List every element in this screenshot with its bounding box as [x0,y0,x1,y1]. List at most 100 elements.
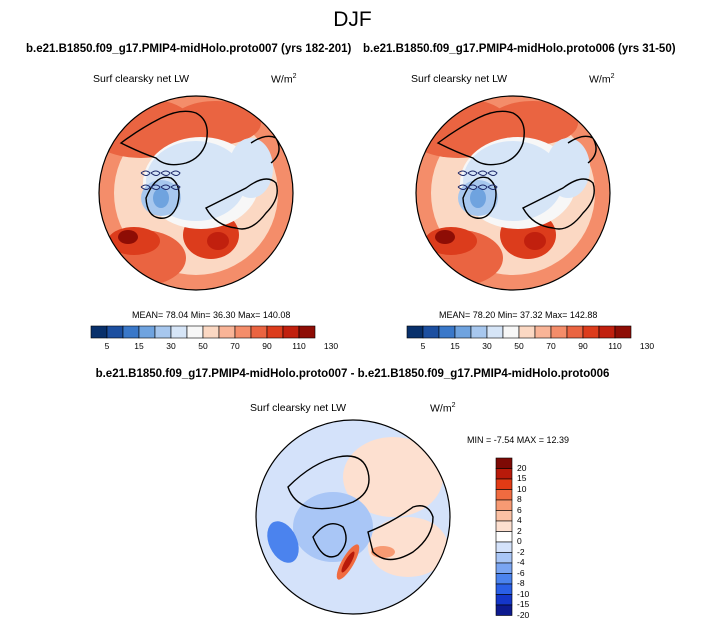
colorbar-tick-label: 90 [578,341,588,351]
colorbar-swatch [298,325,316,339]
colorbar-tick-label: 70 [230,341,240,351]
field-high-max [435,230,455,244]
colorbar-swatch [495,468,513,480]
archipelago-island [170,184,181,190]
colorbar-swatch [495,478,513,490]
panel1-stats: MEAN= 78.04 Min= 36.30 Max= 140.08 [132,310,291,320]
colorbar-tick-label: 15 [450,341,460,351]
colorbar-swatch [495,499,513,511]
colorbar-swatch [614,325,632,339]
colorbar-swatch [534,325,552,339]
colorbar-tick-label: 4 [517,515,522,525]
colorbar-tick-label: -20 [517,609,530,620]
colorbar-swatch [495,594,513,606]
archipelago-island [140,184,151,190]
colorbar-tick-label: -8 [517,578,525,588]
panel3-variable-label: Surf clearsky net LW [250,402,347,414]
colorbar-swatch [122,325,140,339]
panel2-colorbar [406,325,632,339]
panel1-variable-label: Surf clearsky net LW [93,73,190,85]
coastlines [436,110,597,230]
colorbar-swatch [566,325,584,339]
panel3-colorbar [495,457,513,616]
panel2-stats: MEAN= 78.20 Min= 37.32 Max= 142.88 [439,310,598,320]
field-high-s-core [524,232,546,250]
colorbar-swatch [495,541,513,553]
colorbar-swatch [282,325,300,339]
colorbar-swatch [90,325,108,339]
colorbar-swatch [454,325,472,339]
colorbar-swatch [266,325,284,339]
panel2-case-title: b.e21.B1850.f09_g17.PMIP4-midHolo.proto0… [363,43,676,55]
archipelago-island [170,170,181,176]
colorbar-tick-label: -6 [517,567,525,578]
colorbar-swatch [495,604,513,616]
colorbar-swatch [495,520,513,532]
colorbar-swatch [582,325,600,339]
colorbar-tick-label: -15 [517,599,530,609]
archipelago-island [487,170,498,176]
figure-title: DJF [333,8,372,31]
colorbar-swatch [438,325,456,339]
colorbar-swatch [495,573,513,585]
panel1-map [98,95,294,291]
colorbar-tick-label: 20 [517,462,527,473]
archipelago-island [487,184,498,190]
colorbar-swatch [495,562,513,574]
coastlines [119,110,280,230]
diff-cool-w [267,521,299,563]
panel3-stats: MIN = -7.54 MAX = 12.39 [467,435,570,445]
field-high-max [118,230,138,244]
colorbar-tick-label: 0 [517,536,522,546]
panel3-units: W/m2 [430,402,456,415]
panel2-map-border [415,95,611,291]
colorbar-tick-label: -4 [517,557,525,567]
colorbar-tick-label: 30 [166,341,176,351]
panel1-case-title: b.e21.B1850.f09_g17.PMIP4-midHolo.proto0… [26,43,352,55]
diff-warm-ne [343,437,443,517]
panel2-variable-label: Surf clearsky net LW [411,73,508,85]
colorbar-tick-label: 15 [517,473,527,483]
colorbar-tick-label: 5 [104,341,110,351]
colorbar-swatch [495,489,513,501]
field-high-s-core [207,232,229,250]
colorbar-swatch [106,325,124,339]
archipelago-island [160,184,171,190]
colorbar-swatch [550,325,568,339]
field-greenland-core [470,188,486,208]
colorbar-swatch [495,531,513,543]
diff-warm-e [368,517,448,577]
colorbar-tick-label: 110 [292,341,306,351]
colorbar-swatch [486,325,504,339]
panel3-map-border [255,419,451,615]
colorbar-tick-label: 6 [517,504,522,515]
colorbar-swatch [170,325,188,339]
colorbar-swatch [250,325,268,339]
colorbar-swatch [422,325,440,339]
colorbar-tick-label: 130 [323,341,339,351]
colorbar-swatch [234,325,252,339]
colorbar-swatch [495,510,513,522]
archipelago-island [150,184,161,190]
colorbar-swatch [495,583,513,595]
colorbar-tick-label: -2 [517,546,525,557]
diff-coastlines [287,455,434,561]
field-greenland-core [153,188,169,208]
colorbar-tick-label: 15 [134,341,144,351]
colorbar-swatch [470,325,488,339]
colorbar-swatch [495,457,513,469]
colorbar-tick-label: 8 [517,494,522,504]
colorbar-swatch [154,325,172,339]
colorbar-swatch [502,325,520,339]
colorbar-swatch [495,552,513,564]
colorbar-tick-label: 30 [482,341,492,351]
archipelago-island [467,184,478,190]
archipelago-island [477,184,488,190]
archipelago-island [457,170,468,176]
colorbar-tick-label: 110 [608,341,622,351]
colorbar-tick-label: 2 [517,525,522,536]
archipelago-island [150,170,161,176]
panel2-units: W/m2 [589,73,615,86]
panel1-colorbar [90,325,316,339]
